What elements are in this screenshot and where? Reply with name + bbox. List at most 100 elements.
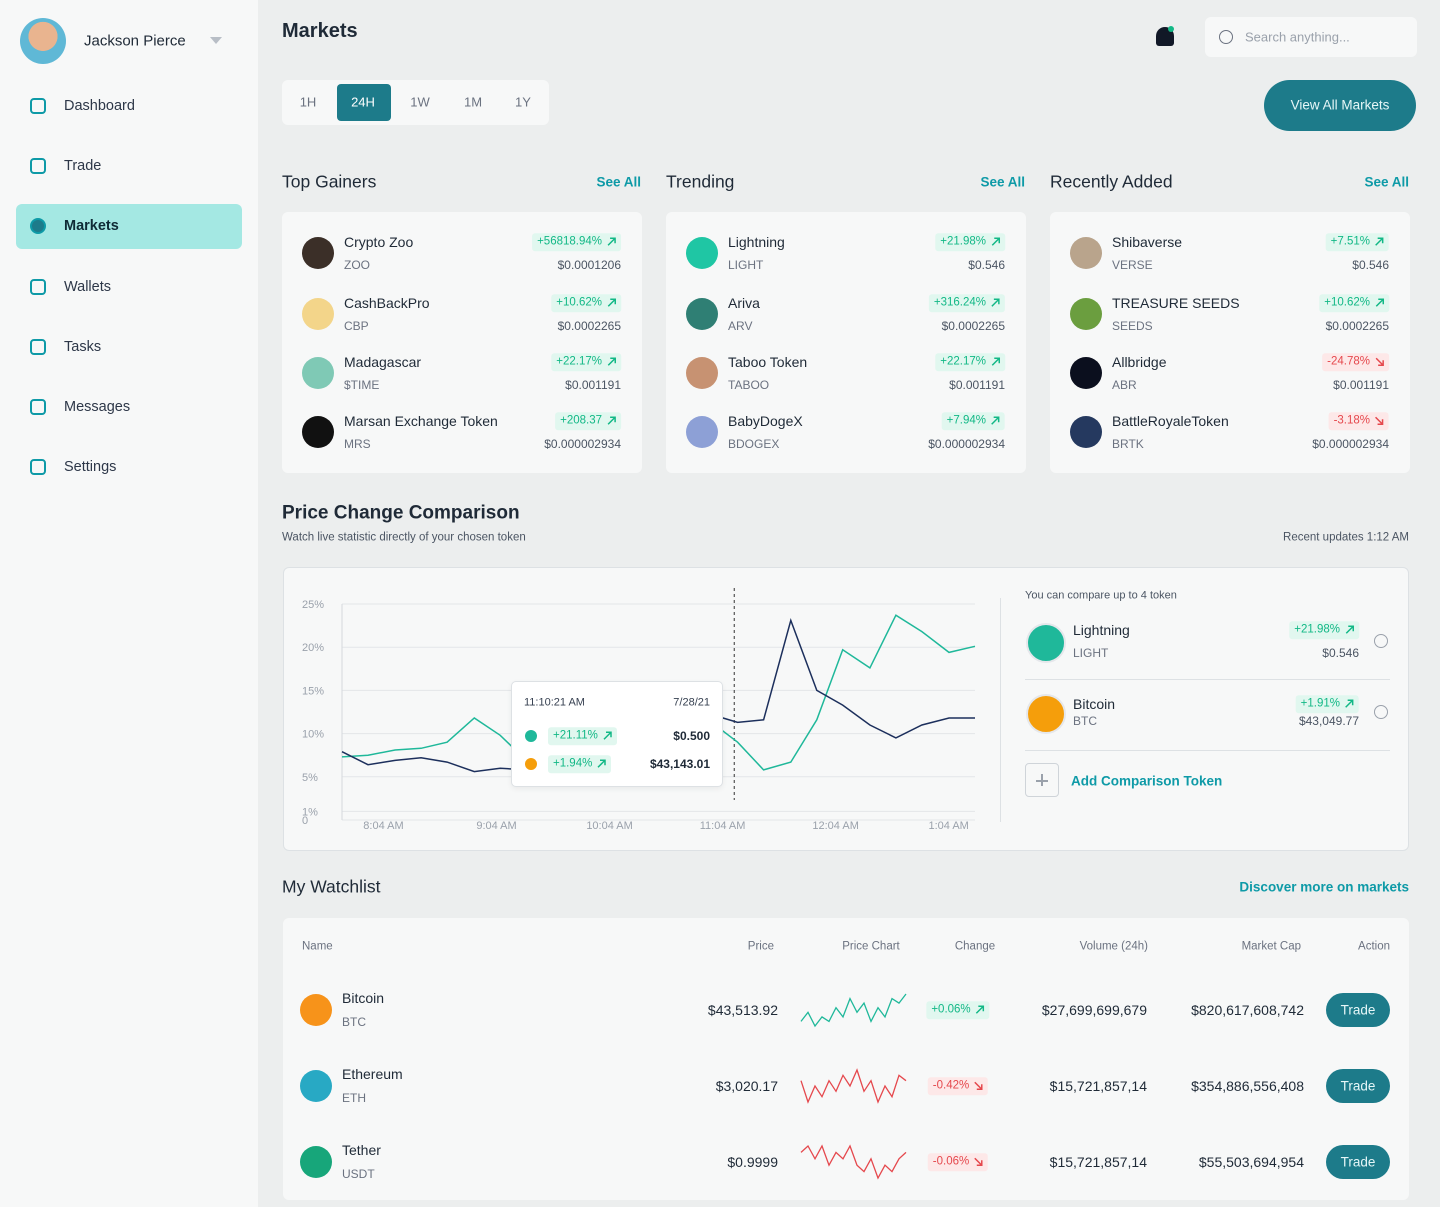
- nav-item[interactable]: Markets: [64, 217, 119, 234]
- section-title: Trending: [666, 171, 735, 192]
- timeframe-option[interactable]: 24H: [351, 94, 375, 110]
- coin-volume: $27,699,699,679: [1041, 1002, 1147, 1018]
- nav-item[interactable]: Wallets: [64, 278, 111, 295]
- see-all-link[interactable]: See All: [1364, 174, 1409, 190]
- arrow: [607, 298, 616, 308]
- timeframe-group: [282, 80, 549, 125]
- compare-token-icon: [1026, 623, 1066, 663]
- token-icon: [302, 416, 334, 448]
- arrow: [603, 731, 612, 741]
- arrow: [597, 759, 607, 769]
- nav-icon: [30, 399, 46, 415]
- timeframe-option[interactable]: 1M: [463, 94, 483, 110]
- token-symbol: ZOO: [344, 258, 370, 272]
- change-badge: +21.11%: [548, 727, 617, 745]
- arrow-icon: [1375, 357, 1384, 367]
- token-icon: [302, 298, 334, 330]
- arrow-icon: [991, 357, 1000, 367]
- arrow-icon: [1345, 699, 1354, 709]
- arrow-icon: [991, 416, 1000, 426]
- token-price: $0.0001206: [557, 258, 621, 272]
- change-badge: +7.94%: [941, 412, 1005, 430]
- coin-price: $43,513.92: [707, 1002, 778, 1018]
- trade-label[interactable]: Trade: [1340, 1154, 1376, 1170]
- trade-label[interactable]: Trade: [1340, 1078, 1376, 1094]
- change-text: -3.18%: [1333, 414, 1370, 427]
- coin-name: Tether: [342, 1142, 381, 1158]
- arrow-icon: [976, 1005, 985, 1015]
- token-price: $43,049.77: [1298, 714, 1359, 728]
- change-text: +10.62%: [1324, 296, 1370, 309]
- token-name: Lightning: [728, 234, 785, 250]
- compare-token-icon: [1026, 694, 1066, 734]
- column-header: Change: [954, 940, 996, 953]
- token-price: $0.000002934: [928, 437, 1005, 451]
- nav-icon: [30, 339, 46, 355]
- token-name: Taboo Token: [728, 354, 808, 370]
- add-token-button[interactable]: [1025, 763, 1059, 797]
- arrow-icon: [607, 237, 616, 247]
- button-label[interactable]: View All Markets: [1290, 97, 1390, 113]
- token-name: Shibaverse: [1112, 234, 1183, 250]
- arrow-icon: [974, 1081, 983, 1091]
- tooltip-token-icon: [525, 758, 537, 770]
- search-box[interactable]: [1205, 17, 1417, 57]
- token-price: $0.0002265: [557, 319, 621, 333]
- add-token-link[interactable]: Add Comparison Token: [1071, 773, 1223, 789]
- see-all-link[interactable]: See All: [980, 174, 1025, 190]
- token-price: $0.001191: [949, 378, 1005, 392]
- token-icon: [1070, 357, 1102, 389]
- token-symbol: $TIME: [344, 378, 380, 392]
- change-text: +208.37: [560, 414, 602, 427]
- list-card: [1050, 212, 1410, 473]
- avatar: [20, 18, 66, 64]
- token-symbol: LIGHT: [1073, 646, 1109, 660]
- discover-link[interactable]: Discover more on markets: [1239, 879, 1409, 895]
- token-price: $0.0002265: [1325, 319, 1389, 333]
- timeframe-option[interactable]: 1H: [299, 94, 317, 110]
- column-header: Price: [747, 940, 774, 953]
- timeframe-option[interactable]: 1W: [410, 94, 430, 110]
- change-badge: +22.17%: [551, 353, 621, 371]
- tooltip-price: $0.500: [673, 729, 710, 743]
- nav-item[interactable]: Tasks: [64, 338, 102, 355]
- column-header: Volume (24h): [1079, 940, 1148, 953]
- user-menu-caret[interactable]: [210, 37, 222, 44]
- nav-item[interactable]: Settings: [64, 458, 117, 475]
- token-icon: [302, 237, 334, 269]
- nav-icon: [30, 218, 46, 234]
- tooltip-date: 7/28/21: [673, 696, 710, 709]
- token-name: TREASURE SEEDS: [1112, 295, 1240, 311]
- change-badge: +10.62%: [551, 294, 621, 312]
- nav-item[interactable]: Messages: [64, 398, 131, 415]
- timeframe-option[interactable]: 1Y: [515, 94, 531, 110]
- change-text: +21.11%: [553, 729, 598, 742]
- trade-label[interactable]: Trade: [1340, 1002, 1376, 1018]
- column-header: Name: [302, 940, 333, 953]
- token-icon: [686, 237, 718, 269]
- token-symbol: BTC: [1073, 714, 1097, 728]
- see-all-link[interactable]: See All: [596, 174, 641, 190]
- tooltip: [511, 681, 723, 787]
- list-card: [282, 212, 642, 473]
- token-divider: [1025, 679, 1390, 680]
- arrow: [607, 357, 616, 367]
- list-card: [666, 212, 1026, 473]
- view-all-button[interactable]: [1264, 80, 1416, 131]
- plus-v: [1041, 774, 1043, 786]
- trade-button[interactable]: [1326, 993, 1390, 1027]
- arrow: [1375, 298, 1384, 308]
- token-divider: [1025, 750, 1390, 751]
- token-name: CashBackPro: [344, 295, 430, 311]
- token-symbol: ABR: [1112, 378, 1137, 392]
- trade-button[interactable]: [1326, 1145, 1390, 1179]
- nav-active-bg: [16, 204, 242, 249]
- arrow: [976, 1005, 985, 1015]
- nav-item[interactable]: Trade: [64, 157, 102, 174]
- trade-button[interactable]: [1326, 1069, 1390, 1103]
- arrow: [1345, 625, 1354, 635]
- updated-time: Recent updates 1:12 AM: [1283, 531, 1409, 544]
- token-symbol: TABOO: [728, 378, 770, 392]
- arrow: [974, 1081, 983, 1091]
- nav-item[interactable]: Dashboard: [64, 97, 135, 114]
